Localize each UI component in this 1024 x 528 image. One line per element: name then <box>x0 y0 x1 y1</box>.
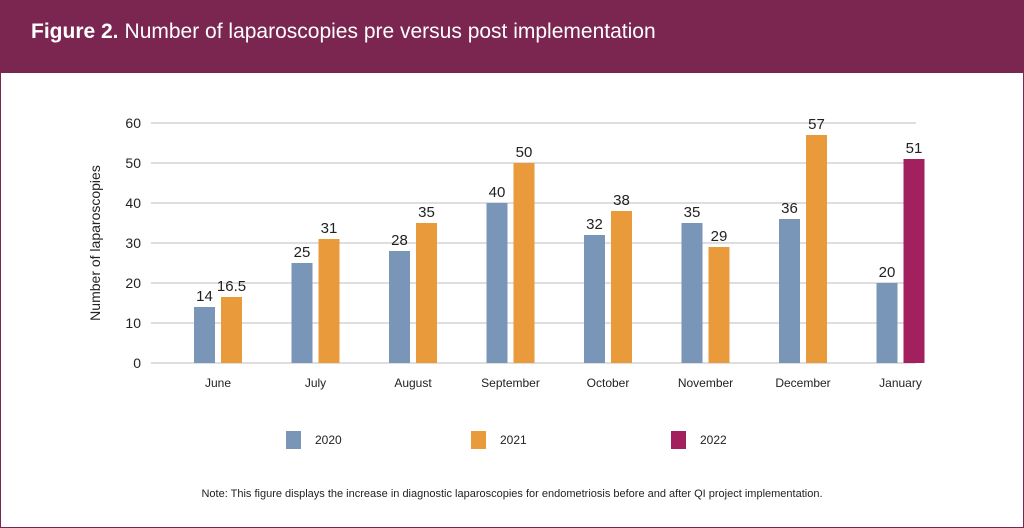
bar-2020-july <box>291 263 313 363</box>
data-label: 35 <box>684 204 701 221</box>
data-label: 51 <box>906 140 923 157</box>
bar-2020-october <box>584 235 605 363</box>
data-label: 50 <box>516 144 533 161</box>
x-tick-label: November <box>678 376 733 390</box>
legend-swatch-2021 <box>471 431 486 449</box>
bar-chart: 0 10 20 30 40 50 60 Number of laparoscopies 1416… <box>87 115 925 449</box>
bar-2020-august <box>389 251 410 363</box>
legend-label-2020: 2020 <box>315 433 342 447</box>
x-tick-label: December <box>775 376 830 390</box>
bar-2022-january <box>903 159 925 363</box>
data-label: 31 <box>321 220 338 237</box>
x-tick-label: August <box>394 376 432 390</box>
figure-note: Note: This figure displays the increase … <box>201 488 823 500</box>
data-label: 35 <box>418 204 435 221</box>
bar-2021-september <box>513 163 535 363</box>
bar-2021-july <box>318 239 340 363</box>
data-label: 29 <box>711 228 728 245</box>
y-tick-label: 50 <box>125 155 141 171</box>
y-tick-label: 0 <box>133 355 141 371</box>
data-label: 57 <box>808 116 825 133</box>
figure-title-text: Number of laparoscopies pre versus post … <box>124 20 656 43</box>
bar-2020-december <box>779 219 800 363</box>
x-tick-label: July <box>305 376 326 390</box>
figure-header: Figure 2. Number of laparoscopies pre ver… <box>1 1 1023 73</box>
data-label: 36 <box>781 200 798 217</box>
legend-swatch-2022 <box>671 431 686 449</box>
data-label: 20 <box>879 264 896 281</box>
legend-label-2021: 2021 <box>500 433 527 447</box>
bar-2021-june <box>221 297 242 363</box>
x-tick-label: September <box>481 376 540 390</box>
bar-2020-june <box>194 307 215 363</box>
legend-swatch-2020 <box>286 431 301 449</box>
bar-2021-october <box>611 211 632 363</box>
y-axis-label: Number of laparoscopies <box>87 165 103 321</box>
data-label: 16.5 <box>217 278 246 295</box>
bar-2020-january <box>876 283 898 363</box>
y-tick-label: 60 <box>125 115 141 131</box>
data-label: 14 <box>196 288 213 305</box>
y-tick-label: 10 <box>125 315 141 331</box>
x-tick-label: January <box>879 376 922 390</box>
data-label: 38 <box>613 192 630 209</box>
x-tick-label: October <box>587 376 630 390</box>
y-tick-label: 40 <box>125 195 141 211</box>
y-tick-label: 30 <box>125 235 141 251</box>
y-tick-label: 20 <box>125 275 141 291</box>
bar-2020-september <box>486 203 508 363</box>
bar-2021-november <box>708 247 730 363</box>
bar-2021-august <box>416 223 437 363</box>
legend-label-2022: 2022 <box>700 433 727 447</box>
bar-2020-november <box>681 223 703 363</box>
data-label: 25 <box>294 244 311 261</box>
data-label: 32 <box>586 216 603 233</box>
figure-label: Figure 2. <box>31 20 119 43</box>
bar-2021-december <box>806 135 827 363</box>
data-label: 28 <box>391 232 408 249</box>
data-label: 40 <box>489 184 506 201</box>
figure-title: Figure 2. Number of laparoscopies pre ver… <box>31 20 656 44</box>
x-tick-label: June <box>205 376 231 390</box>
